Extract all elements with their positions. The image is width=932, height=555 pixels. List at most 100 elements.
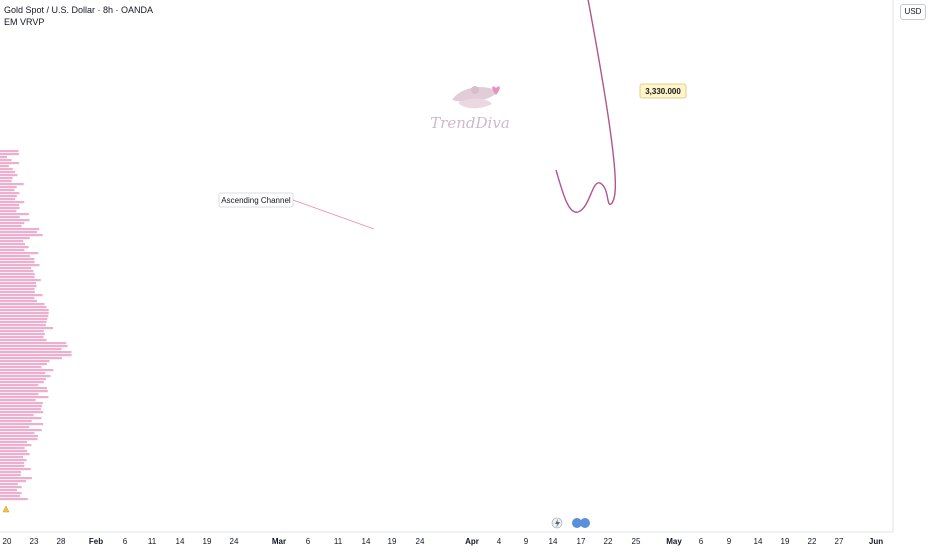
volume-profile-bar — [0, 231, 38, 234]
date-tick-label: 24 — [416, 537, 425, 546]
volume-profile-bar — [0, 192, 20, 195]
volume-profile-bar — [0, 174, 18, 177]
volume-profile-bar — [0, 267, 32, 270]
volume-profile-bar — [0, 234, 43, 237]
flag-icon — [572, 518, 582, 528]
date-tick-label: 14 — [754, 537, 763, 546]
volume-profile-bar — [0, 420, 32, 423]
volume-profile-bar — [0, 276, 35, 279]
date-tick-label: 19 — [781, 537, 790, 546]
volume-profile-bar — [0, 213, 29, 216]
date-axis: 20 23 28 Feb 6 11 14 19 24 Mar 6 11 14 19 24 Apr 4 9 14 17 2… — [0, 505, 893, 546]
date-tick-label: 6 — [699, 537, 704, 546]
volume-profile-bar — [0, 312, 49, 315]
volume-profile-bar — [0, 339, 47, 342]
volume-profile-bar — [0, 306, 47, 309]
volume-profile-bar — [0, 450, 28, 453]
date-tick-label: 24 — [230, 537, 239, 546]
volume-profile-bar — [0, 477, 32, 480]
warning-icon — [2, 505, 10, 513]
target-label-box — [639, 83, 687, 99]
volume-profile-bar — [0, 348, 62, 351]
date-tick-label: 11 — [148, 537, 157, 546]
date-tick-label: 17 — [577, 537, 586, 546]
volume-profile-bar — [0, 249, 25, 252]
date-tick-label: 19 — [388, 537, 397, 546]
volume-profile-bar — [0, 282, 36, 285]
date-tick-label: 22 — [604, 537, 613, 546]
volume-profile-bar — [0, 396, 49, 399]
volume-profile-bar — [0, 444, 32, 447]
logo-text: TrendDiva — [430, 114, 510, 132]
event-icons — [551, 517, 590, 529]
volume-profile-bar — [0, 345, 68, 348]
date-tick-label: Mar — [272, 537, 286, 546]
volume-profile-bar — [0, 447, 25, 450]
volume-profile-bar — [0, 387, 47, 390]
volume-profile-bar — [0, 414, 34, 417]
volume-profile-bar — [0, 291, 35, 294]
volume-profile-bar — [0, 357, 62, 360]
volume-profile-bar — [0, 330, 44, 333]
volume-profile-bar — [0, 153, 19, 156]
volume-profile-bar — [0, 150, 19, 153]
volume-profile-bar — [0, 204, 19, 207]
volume-profile-bar — [0, 411, 44, 414]
volume-profile-bar — [0, 468, 31, 471]
volume-profile-bar — [0, 441, 28, 444]
volume-profile-bar — [0, 180, 12, 183]
volume-profile-bar — [0, 429, 42, 432]
volume-profile-bar — [0, 327, 53, 330]
volume-profile-bar — [0, 435, 38, 438]
volume-profile-bar — [0, 183, 24, 186]
date-tick-label: Feb — [89, 537, 103, 546]
volume-profile-bar — [0, 225, 22, 228]
volume-profile-bar — [0, 264, 40, 267]
volume-profile-bar — [0, 171, 16, 174]
volume-profile-bar — [0, 165, 9, 168]
volume-profile-bar — [0, 342, 67, 345]
target-label-text: 3,330.000 — [645, 87, 681, 96]
volume-profile-bar — [0, 354, 72, 357]
volume-profile-bar — [0, 198, 16, 201]
volume-profile-bar — [0, 351, 72, 354]
volume-profile-bar — [0, 366, 42, 369]
volume-profile-bar — [0, 315, 49, 318]
annotations: Ascending Channel 3,330.000 — [218, 83, 687, 230]
volume-profile-bar — [0, 369, 54, 372]
volume-profile-bar — [0, 453, 30, 456]
volume-profile-bar — [0, 483, 18, 486]
volume-profile-bar — [0, 456, 23, 459]
date-tick-label: 27 — [835, 537, 844, 546]
date-tick-label: 28 — [57, 537, 66, 546]
date-tick-label: 9 — [727, 537, 732, 546]
volume-profile-bar — [0, 228, 40, 231]
date-tick-label: Jun — [869, 537, 883, 546]
volume-profile-bar — [0, 381, 44, 384]
volume-profile-bar — [0, 243, 25, 246]
volume-profile-bar — [0, 177, 13, 180]
volume-profile-bar — [0, 432, 35, 435]
date-tick-label: 14 — [549, 537, 558, 546]
date-tick-label: 19 — [203, 537, 212, 546]
volume-profile-bar — [0, 438, 38, 441]
lightning-glyph — [555, 519, 560, 528]
volume-profile-bar — [0, 258, 35, 261]
currency-button[interactable]: USD — [900, 4, 926, 20]
date-tick-label: 9 — [524, 537, 529, 546]
date-tick-label: 23 — [30, 537, 39, 546]
volume-profile-bar — [0, 408, 41, 411]
projection — [492, 0, 617, 213]
volume-profile-bar — [0, 159, 12, 162]
ascending-channel-label-text: Ascending Channel — [221, 196, 291, 205]
volume-profile-bar — [0, 168, 13, 171]
volume-profile-bar — [0, 156, 7, 159]
volume-profile-bar — [0, 240, 24, 243]
volume-profile-bar — [0, 375, 51, 378]
price-axis: 2,640.0002,680.0002,720.0002,760.0002,80… — [892, 0, 894, 532]
date-tick-label: 14 — [176, 537, 185, 546]
volume-profile-bar — [0, 402, 43, 405]
volume-profile-bar — [0, 465, 25, 468]
